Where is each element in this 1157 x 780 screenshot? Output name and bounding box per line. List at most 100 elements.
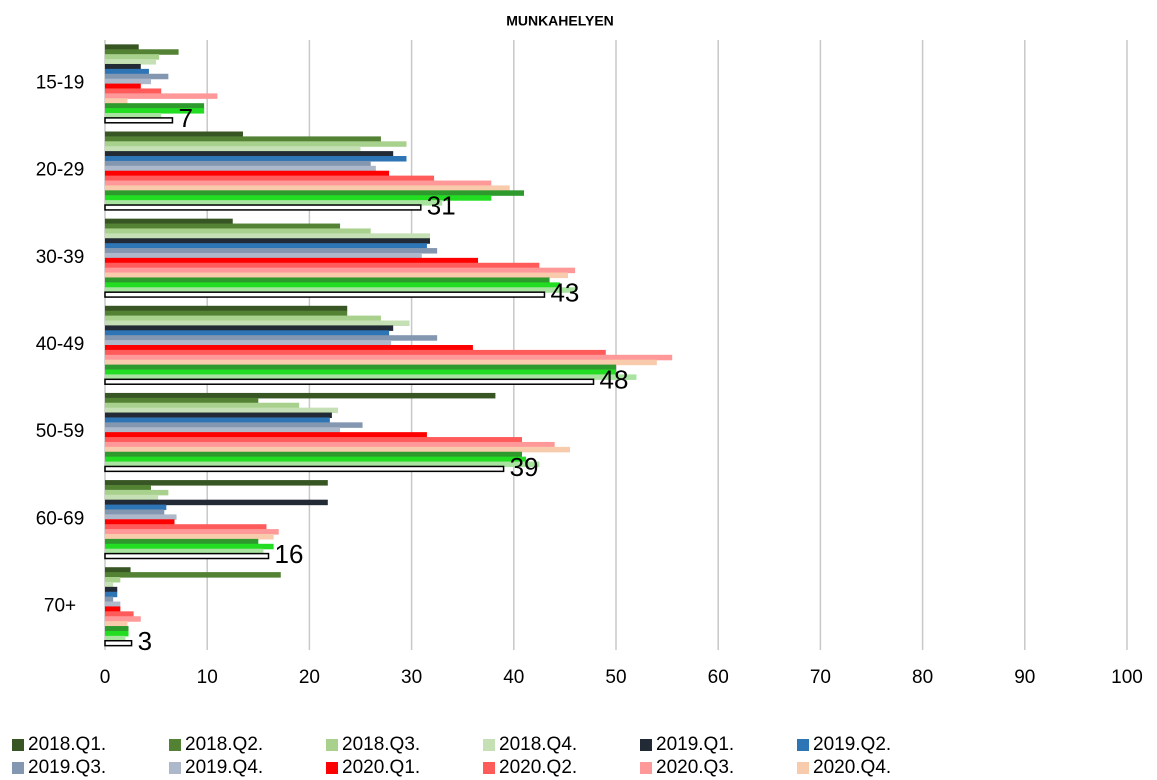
bar xyxy=(105,402,300,409)
bar xyxy=(105,103,205,109)
bar xyxy=(105,437,522,443)
x-tick-label: 70 xyxy=(810,667,831,688)
bar xyxy=(105,611,134,617)
x-tick-label: 100 xyxy=(1111,667,1143,688)
y-tick-label: 70+ xyxy=(44,595,76,616)
legend-swatch xyxy=(483,739,495,751)
bar xyxy=(105,432,427,438)
bar xyxy=(105,354,673,361)
bar xyxy=(105,44,139,50)
bar xyxy=(105,577,121,583)
x-tick-label: 30 xyxy=(401,667,422,688)
bar xyxy=(105,195,492,201)
bar xyxy=(105,359,657,366)
bar xyxy=(105,407,339,414)
bar xyxy=(105,504,167,511)
bar xyxy=(105,427,341,433)
bar xyxy=(105,223,341,230)
legend-label: 2019.Q2. xyxy=(813,734,891,755)
legend-label: 2019.Q3. xyxy=(28,757,106,778)
data-label: 7 xyxy=(178,103,192,133)
bar xyxy=(104,378,595,385)
bar xyxy=(105,185,510,191)
x-tick-label: 20 xyxy=(299,667,320,688)
bar xyxy=(105,49,179,55)
bar xyxy=(104,117,174,124)
bar xyxy=(105,374,637,380)
legend-label: 2018.Q1. xyxy=(28,734,106,755)
bar xyxy=(105,68,149,75)
bar xyxy=(105,581,114,588)
legend-swatch xyxy=(12,739,24,751)
bar xyxy=(105,514,177,520)
bar xyxy=(105,567,131,573)
bar xyxy=(105,83,141,90)
bar xyxy=(105,78,151,85)
bar xyxy=(105,572,281,578)
bar xyxy=(105,160,371,167)
bar xyxy=(105,635,126,642)
bar xyxy=(105,461,540,468)
bar xyxy=(105,180,492,187)
legend-label: 2018.Q2. xyxy=(185,734,263,755)
bar xyxy=(105,243,427,249)
bar xyxy=(105,586,118,593)
y-tick-label: 30-39 xyxy=(36,247,85,268)
bar xyxy=(105,499,328,506)
data-label: 39 xyxy=(510,452,539,482)
legend-label: 2020.Q2. xyxy=(499,757,577,778)
data-label: 48 xyxy=(600,365,629,395)
bar xyxy=(105,509,165,515)
legend-label: 2020.Q3. xyxy=(656,757,734,778)
legend-label: 2018.Q4. xyxy=(499,734,577,755)
bar xyxy=(105,548,264,555)
bar xyxy=(105,112,162,119)
bar xyxy=(105,519,175,525)
bar xyxy=(105,543,274,550)
data-label: 3 xyxy=(138,626,152,656)
bar xyxy=(104,291,546,298)
bar xyxy=(105,325,394,331)
y-tick-label: 15-19 xyxy=(36,73,85,94)
bar xyxy=(105,228,371,234)
bar xyxy=(105,93,218,99)
bar xyxy=(105,538,259,545)
bar xyxy=(105,621,128,627)
bar xyxy=(105,616,141,622)
legend-swatch xyxy=(797,762,809,774)
bar xyxy=(105,287,576,293)
bar xyxy=(105,200,443,206)
bar xyxy=(105,146,361,152)
bar xyxy=(105,456,527,463)
legend-swatch xyxy=(326,739,338,751)
bar xyxy=(105,422,363,428)
data-label: 31 xyxy=(427,190,456,220)
bar xyxy=(105,345,473,351)
legend-swatch xyxy=(483,762,495,774)
bar xyxy=(105,392,496,399)
bar xyxy=(104,639,133,647)
x-tick-label: 0 xyxy=(100,667,111,688)
bar xyxy=(105,524,267,530)
bar xyxy=(105,489,169,496)
bar xyxy=(105,451,522,458)
bar xyxy=(105,446,571,453)
bar xyxy=(105,601,121,608)
y-tick-label: 20-29 xyxy=(36,160,85,181)
legend-swatch xyxy=(640,762,652,774)
bar xyxy=(105,175,435,182)
x-tick-label: 10 xyxy=(197,667,218,688)
bar xyxy=(105,412,332,419)
bar xyxy=(105,330,390,336)
bar xyxy=(104,465,505,473)
bar xyxy=(105,484,151,491)
x-tick-label: 60 xyxy=(708,667,729,688)
legend-swatch xyxy=(169,762,181,774)
bar xyxy=(105,349,606,356)
legend-label: 2019.Q1. xyxy=(656,734,734,755)
bar xyxy=(105,335,438,341)
bar xyxy=(105,257,479,264)
bar xyxy=(105,591,118,598)
legend-label: 2020.Q1. xyxy=(342,757,420,778)
